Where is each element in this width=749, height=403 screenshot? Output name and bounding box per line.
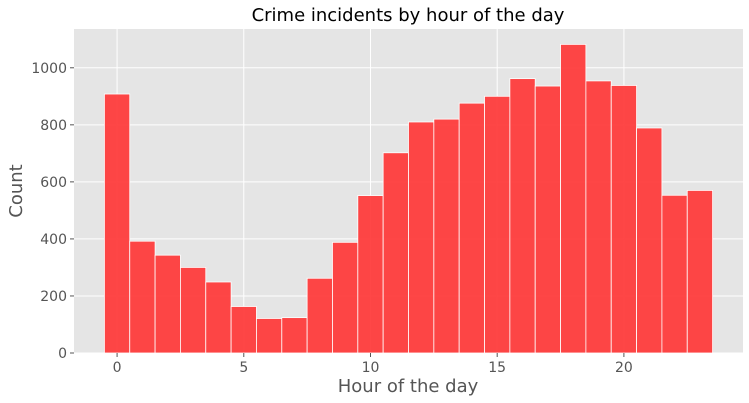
bar-hour-2 xyxy=(154,254,181,354)
bar-hour-17 xyxy=(534,85,561,354)
bar-hour-4 xyxy=(205,281,232,354)
chart-title: Crime incidents by hour of the day xyxy=(252,5,565,26)
bar-hour-9 xyxy=(332,241,359,354)
bar-hour-16 xyxy=(509,78,536,354)
bar-hour-19 xyxy=(585,80,612,354)
y-tick-label: 0 xyxy=(58,346,67,362)
bar-hour-23 xyxy=(686,190,713,354)
bar-hour-20 xyxy=(610,85,637,354)
x-tick-label: 10 xyxy=(362,360,380,376)
bar-hour-14 xyxy=(458,102,485,354)
x-axis-label: Hour of the day xyxy=(338,376,479,397)
bars-group xyxy=(104,44,713,354)
bar-hour-5 xyxy=(230,306,257,354)
x-axis-ticks: 0 5 10 15 20 xyxy=(113,353,633,376)
x-tick-label: 0 xyxy=(113,360,122,376)
bar-hour-12 xyxy=(408,121,435,354)
bar-hour-15 xyxy=(484,95,511,354)
bar-hour-11 xyxy=(382,152,409,354)
bar-hour-10 xyxy=(357,195,384,354)
bar-hour-13 xyxy=(433,118,460,354)
y-tick-label: 800 xyxy=(40,118,67,134)
bar-hour-8 xyxy=(306,277,333,354)
bar-hour-22 xyxy=(661,194,688,354)
y-tick-label: 200 xyxy=(40,289,67,305)
y-tick-label: 400 xyxy=(40,232,67,248)
bar-hour-7 xyxy=(281,317,308,354)
y-tick-label: 600 xyxy=(40,175,67,191)
bar-hour-3 xyxy=(180,267,207,354)
y-axis-label: Count xyxy=(6,164,27,217)
bar-hour-6 xyxy=(256,318,283,354)
bar-hour-0 xyxy=(104,93,131,354)
bar-hour-1 xyxy=(129,240,156,354)
y-axis-ticks: 0 200 400 600 800 1000 xyxy=(31,61,74,362)
x-tick-label: 5 xyxy=(239,360,248,376)
x-tick-label: 20 xyxy=(615,360,633,376)
bar-hour-18 xyxy=(560,44,587,354)
x-tick-label: 15 xyxy=(488,360,506,376)
y-tick-label: 1000 xyxy=(31,61,67,77)
bar-hour-21 xyxy=(636,127,663,354)
